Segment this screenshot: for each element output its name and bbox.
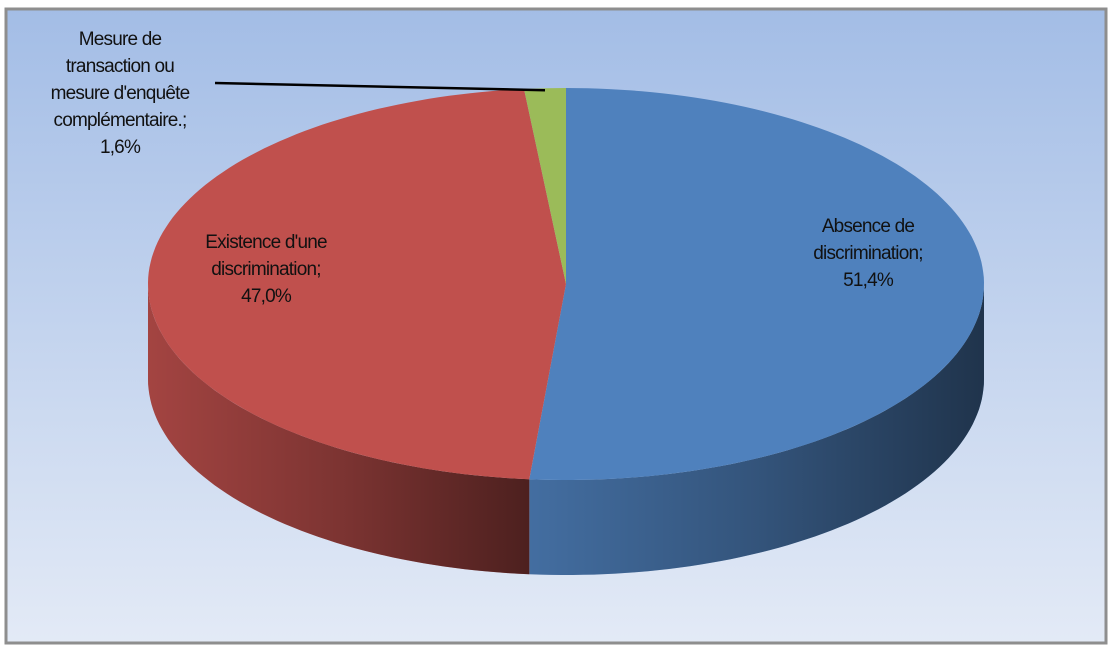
slice — [529, 88, 984, 480]
slice-label: Absence de discrimination; — [813, 216, 922, 264]
slice-value-label: 47,0% — [241, 286, 292, 307]
slice-label: Mesure de transaction ou mesure d'enquête c… — [51, 29, 190, 131]
pie-labels: Absence de discrimination; 51,4% Existence … — [51, 29, 924, 307]
slice-side-shade — [148, 284, 530, 575]
slice — [524, 88, 566, 284]
slice-value-label: 51,4% — [843, 270, 894, 291]
slice — [148, 89, 566, 480]
pie-tops — [148, 88, 984, 480]
slice-label: Existence d'une discrimination; — [205, 232, 327, 280]
pie-sides — [148, 284, 984, 575]
slice-side-shade — [529, 284, 984, 575]
slice-value-label: 1,6% — [100, 137, 141, 158]
leader-line — [214, 81, 546, 92]
